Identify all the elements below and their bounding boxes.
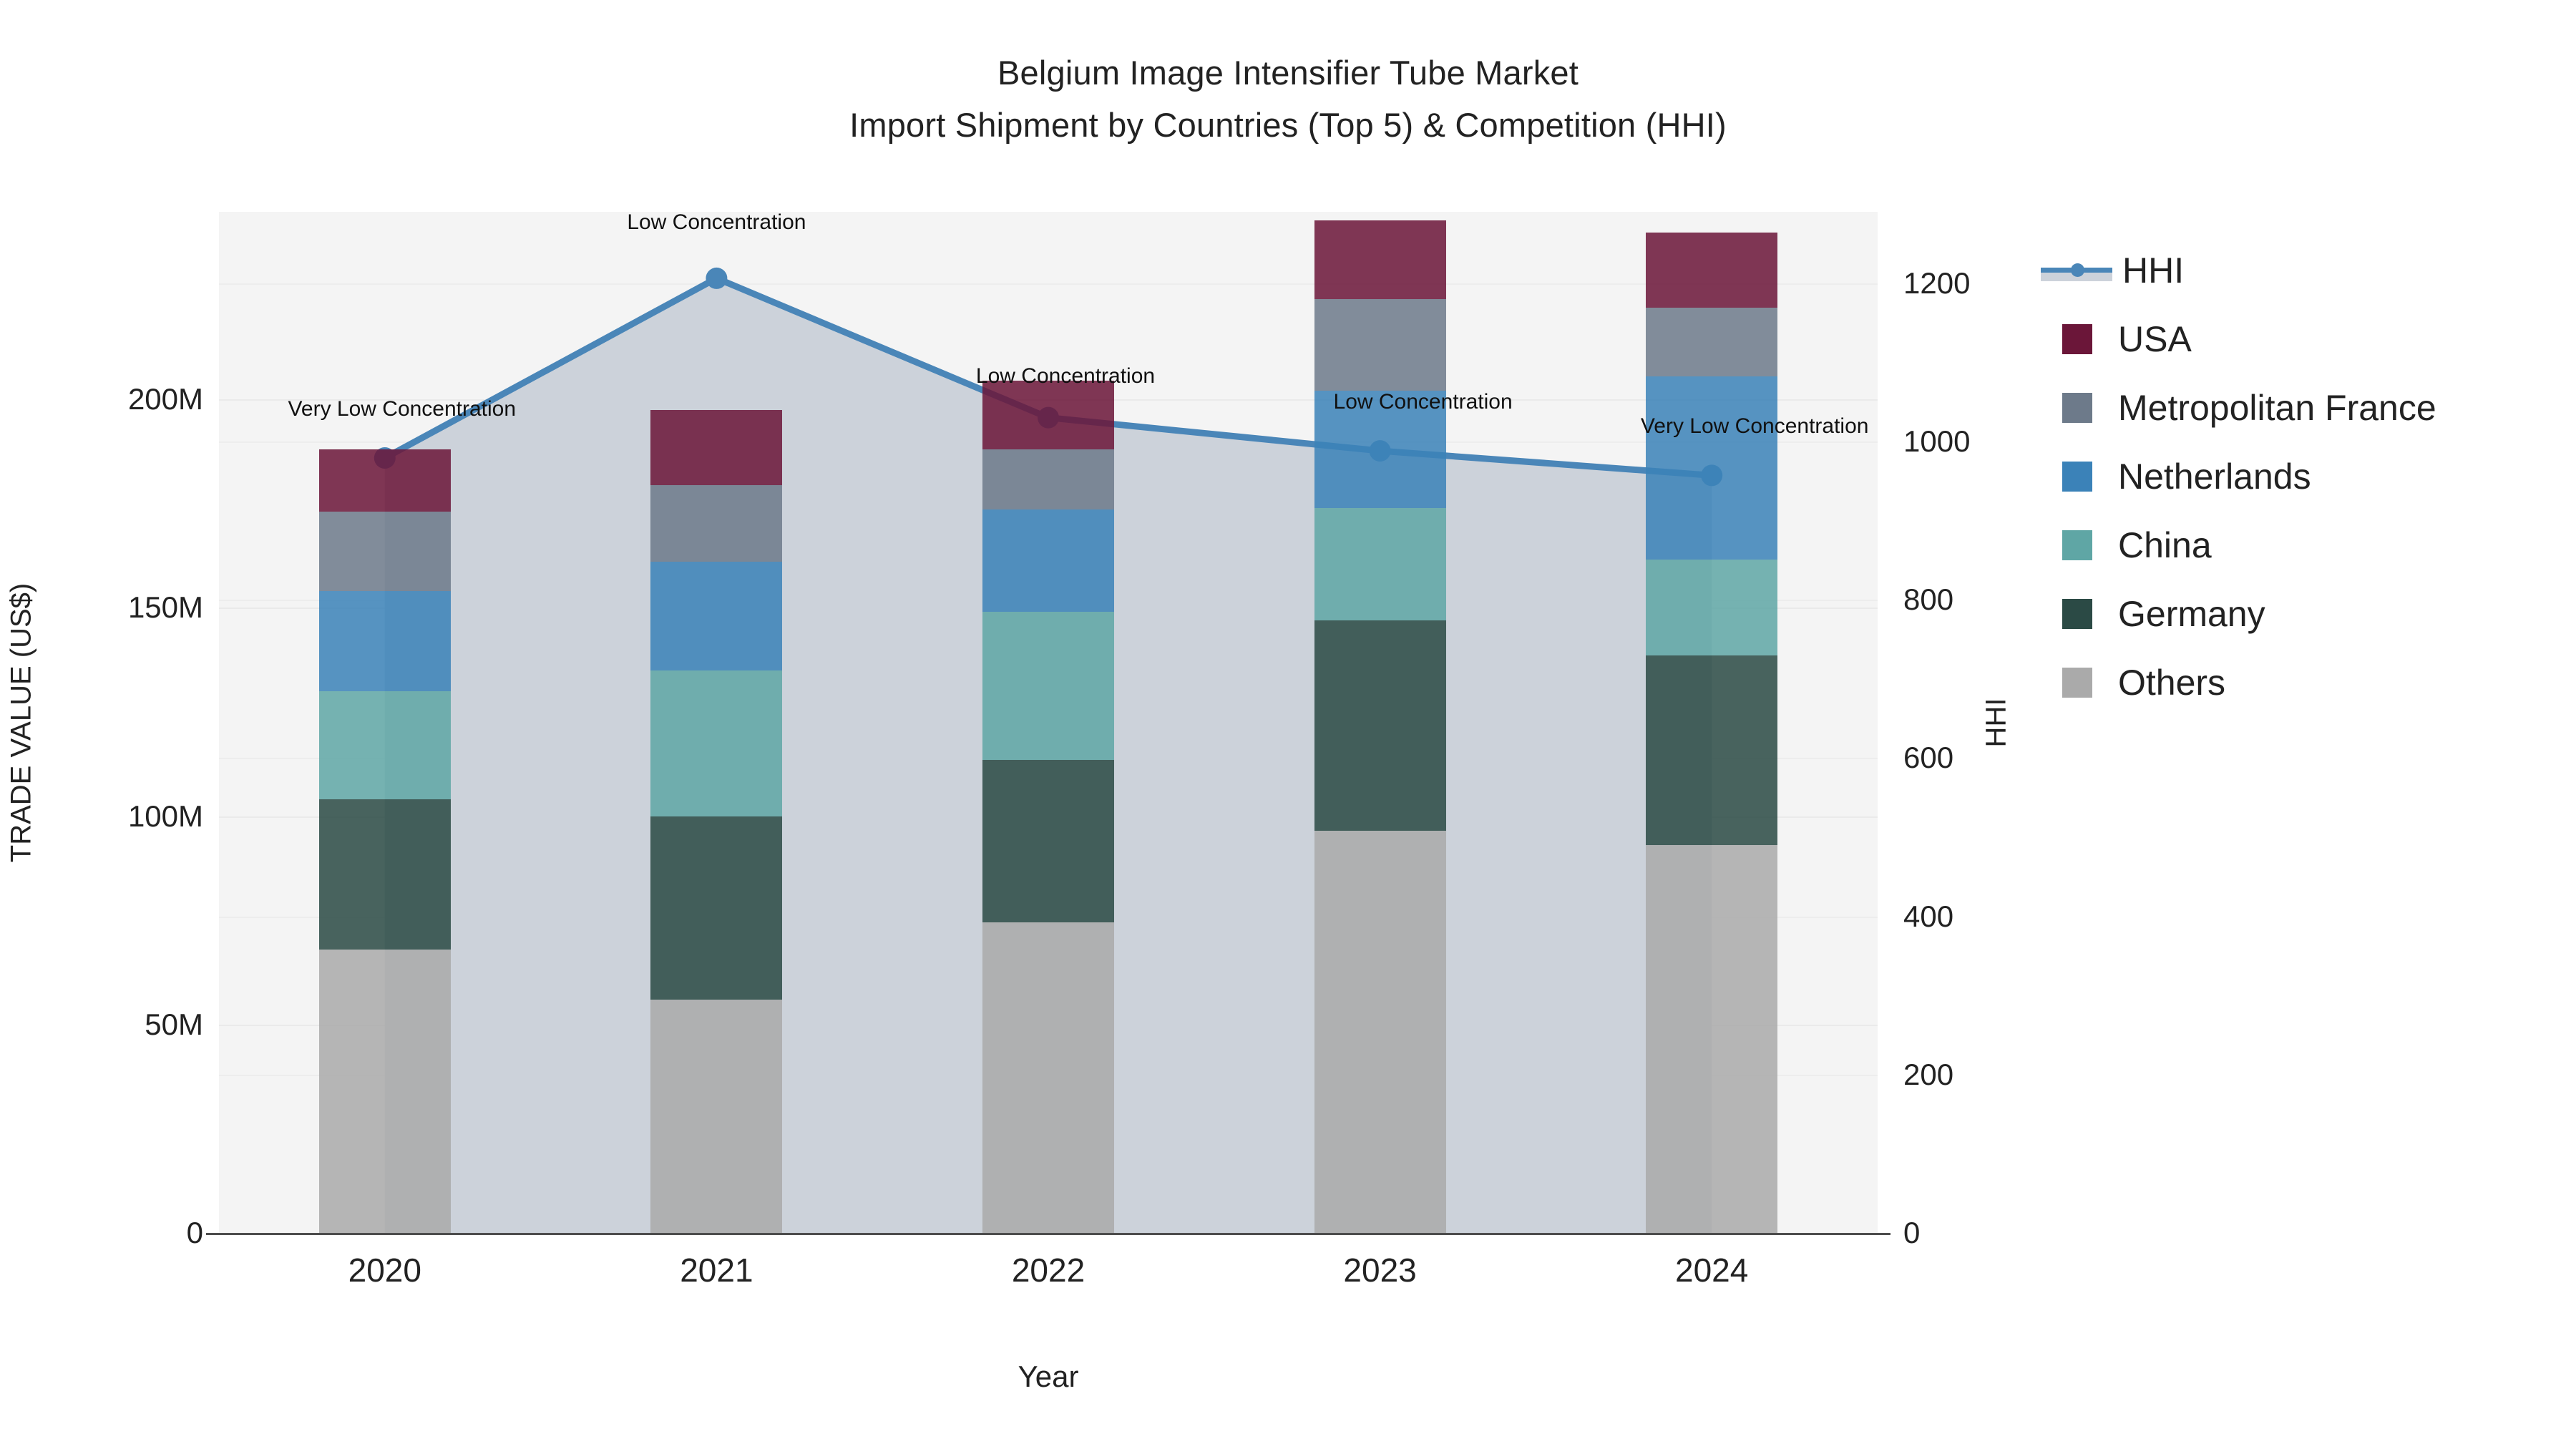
legend-item[interactable]: Germany xyxy=(2041,580,2436,648)
bar-segment[interactable] xyxy=(318,449,451,512)
gridline xyxy=(219,283,1878,285)
x-axis-line xyxy=(206,1233,1890,1235)
y-axis-right-tick-label: 1000 xyxy=(1903,424,1971,458)
bar-segment[interactable] xyxy=(650,670,783,816)
legend-line-icon xyxy=(2041,255,2112,286)
legend-color-swatch xyxy=(2062,599,2092,629)
y-axis-right-tick-label: 200 xyxy=(1903,1057,1954,1091)
legend-item-label: Germany xyxy=(2118,594,2265,634)
bar-segment[interactable] xyxy=(982,509,1114,613)
bar-group[interactable] xyxy=(1646,233,1778,1233)
x-axis-tick-label: 2024 xyxy=(1675,1252,1749,1289)
legend-item-label: HHI xyxy=(2122,250,2185,291)
legend-item[interactable]: HHI xyxy=(2041,236,2436,305)
bar-group[interactable] xyxy=(1314,220,1446,1233)
y-axis-left-tick-label: 50M xyxy=(145,1007,203,1041)
x-axis-tick-label: 2023 xyxy=(1343,1252,1417,1289)
legend-color-swatch xyxy=(2062,668,2092,698)
y-axis-right-tick-label: 1200 xyxy=(1903,265,1971,300)
bar-segment[interactable] xyxy=(1314,299,1446,391)
y-axis-left-tick-label: 150M xyxy=(127,590,203,625)
legend-item-label: USA xyxy=(2118,319,2192,359)
legend-color-swatch xyxy=(2062,393,2092,423)
bar-segment[interactable] xyxy=(650,999,783,1233)
y-axis-right-tick-label: 400 xyxy=(1903,899,1954,933)
bar-group[interactable] xyxy=(982,380,1114,1233)
y-axis-left-tick-label: 0 xyxy=(186,1216,203,1249)
legend-item[interactable]: Others xyxy=(2041,648,2436,717)
legend-color-swatch xyxy=(2062,462,2092,492)
chart-title: Belgium Image Intensifier Tube Market Im… xyxy=(0,56,2576,142)
bar-segment[interactable] xyxy=(318,799,451,950)
bar-segment[interactable] xyxy=(1646,845,1778,1233)
x-axis-tick-label: 2020 xyxy=(348,1252,421,1289)
bar-segment[interactable] xyxy=(650,562,783,670)
legend-item[interactable]: Metropolitan France xyxy=(2041,374,2436,442)
plot-area xyxy=(219,212,1878,1234)
y-axis-right-tick-label: 800 xyxy=(1903,582,1954,617)
bar-segment[interactable] xyxy=(982,449,1114,510)
hhi-annotation: Low Concentration xyxy=(975,364,1156,388)
x-axis-label: Year xyxy=(1018,1360,1079,1393)
bar-segment[interactable] xyxy=(318,691,451,800)
bar-series xyxy=(219,212,1878,1234)
bar-segment[interactable] xyxy=(1314,391,1446,508)
y-axis-right-tick-label: 600 xyxy=(1903,741,1954,775)
legend-item-label: Others xyxy=(2118,663,2226,703)
legend-color-swatch xyxy=(2062,324,2092,354)
legend: HHI USA Metropolitan France Netherlands Chin… xyxy=(2041,236,2436,717)
bar-segment[interactable] xyxy=(1646,655,1778,846)
bar-segment[interactable] xyxy=(318,949,451,1233)
bar-segment[interactable] xyxy=(982,922,1114,1233)
bar-group[interactable] xyxy=(650,409,783,1233)
y-axis-left-tick-label: 200M xyxy=(127,382,203,416)
title-line-2: Import Shipment by Countries (Top 5) & C… xyxy=(849,106,1727,144)
y-axis-right-label: HHI xyxy=(1980,698,2012,748)
y-axis-left-tick-label: 100M xyxy=(127,799,203,833)
legend-item[interactable]: USA xyxy=(2041,305,2436,374)
bar-segment[interactable] xyxy=(1314,220,1446,300)
hhi-annotation: Low Concentration xyxy=(627,210,806,234)
bar-segment[interactable] xyxy=(318,512,451,592)
bar-segment[interactable] xyxy=(982,759,1114,923)
legend-item[interactable]: China xyxy=(2041,511,2436,580)
y-axis-right-tick-label: 0 xyxy=(1903,1216,1921,1249)
hhi-marker[interactable] xyxy=(706,267,728,289)
legend-color-swatch xyxy=(2062,530,2092,560)
legend-item-label: Metropolitan France xyxy=(2118,388,2436,428)
bar-segment[interactable] xyxy=(982,380,1114,449)
legend-item[interactable]: Netherlands xyxy=(2041,442,2436,511)
bar-segment[interactable] xyxy=(650,409,783,485)
bar-segment[interactable] xyxy=(1314,620,1446,831)
hhi-annotation: Very Low Concentration xyxy=(1640,414,1869,439)
bar-segment[interactable] xyxy=(318,591,451,691)
bar-segment[interactable] xyxy=(650,816,783,1000)
bar-segment[interactable] xyxy=(1646,233,1778,308)
x-axis-tick-label: 2021 xyxy=(680,1252,753,1289)
bar-segment[interactable] xyxy=(1646,376,1778,560)
bar-group[interactable] xyxy=(318,449,451,1233)
legend-item-label: Netherlands xyxy=(2118,457,2311,497)
bar-segment[interactable] xyxy=(650,484,783,562)
hhi-annotation: Low Concentration xyxy=(1333,390,1513,414)
legend-item-label: China xyxy=(2118,525,2212,565)
bar-segment[interactable] xyxy=(1646,307,1778,377)
x-axis-tick-label: 2022 xyxy=(1011,1252,1085,1289)
bar-segment[interactable] xyxy=(1314,507,1446,620)
bar-segment[interactable] xyxy=(1314,830,1446,1233)
y-axis-left-label: TRADE VALUE (US$) xyxy=(5,582,37,863)
hhi-annotation: Very Low Concentration xyxy=(288,397,517,421)
legend-marker-dot xyxy=(2071,263,2084,277)
bar-segment[interactable] xyxy=(1646,560,1778,656)
bar-segment[interactable] xyxy=(982,612,1114,760)
title-line-1: Belgium Image Intensifier Tube Market xyxy=(997,54,1579,92)
